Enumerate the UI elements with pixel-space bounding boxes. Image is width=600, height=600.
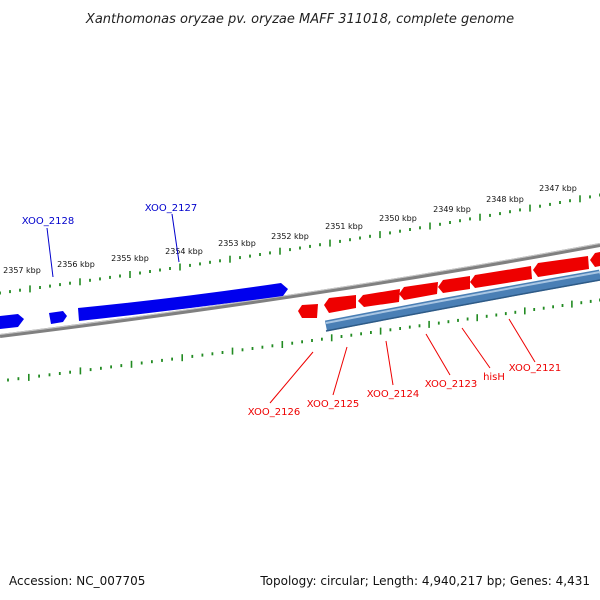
ruler-label: 2350 kbp (379, 214, 417, 223)
ruler-label: 2353 kbp (218, 239, 256, 248)
forward-gene-arrow[interactable] (49, 311, 67, 324)
forward-gene-arrow[interactable] (78, 283, 288, 321)
gene-leader-line (332, 346, 348, 396)
gene-label[interactable]: XOO_2125 (307, 399, 359, 410)
cds-track-highlight (325, 271, 600, 324)
reverse-gene-arrow[interactable] (438, 276, 470, 293)
reverse-gene-arrow[interactable] (590, 252, 600, 267)
gene-leader-line (425, 333, 451, 376)
topology-text: Topology: circular; Length: 4,940,217 bp… (260, 574, 590, 588)
gene-leader-line (385, 340, 394, 386)
gene-label[interactable]: XOO_2128 (22, 216, 74, 227)
reverse-gene-arrow[interactable] (533, 256, 589, 277)
gene-leader-line (461, 327, 491, 369)
forward-gene-arrow[interactable] (0, 314, 24, 329)
gene-label[interactable]: hisH (483, 372, 505, 383)
inner-ruler (7, 298, 600, 382)
gene-label[interactable]: XOO_2124 (367, 389, 419, 400)
genome-title: Xanthomonas oryzae pv. oryzae MAFF 31101… (85, 12, 514, 27)
reverse-gene-arrow[interactable] (399, 282, 438, 300)
ruler-label: 2347 kbp (539, 184, 577, 193)
genome-backbone (0, 243, 600, 338)
reverse-gene-arrow[interactable] (358, 289, 400, 307)
outer-ruler (0, 193, 600, 295)
gene-label[interactable]: XOO_2126 (248, 407, 300, 418)
gene-leader-line (171, 213, 180, 263)
ruler-label: 2356 kbp (57, 260, 95, 269)
ruler-label: 2351 kbp (325, 222, 363, 231)
ruler-labels: 2347 kbp 2348 kbp 2349 kbp 2350 kbp 2351 kbp… (3, 184, 577, 275)
gene-leader-line (269, 351, 314, 404)
ruler-label: 2352 kbp (271, 232, 309, 241)
cds-track[interactable] (324, 269, 600, 332)
ruler-label: 2348 kbp (486, 195, 524, 204)
reverse-gene-arrow[interactable] (298, 304, 318, 318)
reverse-gene-arrow[interactable] (470, 266, 532, 288)
ruler-label: 2355 kbp (111, 254, 149, 263)
accession-text: Accession: NC_007705 (9, 574, 146, 588)
genome-backbone-highlight (0, 243, 600, 335)
ruler-label: 2349 kbp (433, 205, 471, 214)
gene-label[interactable]: XOO_2121 (509, 363, 561, 374)
gene-leader-line (46, 227, 54, 278)
gene-leader-line (508, 318, 536, 363)
cds-track-shadow (325, 279, 600, 332)
ruler-label: 2354 kbp (165, 247, 203, 256)
gene-label[interactable]: XOO_2123 (425, 379, 477, 390)
gene-label[interactable]: XOO_2127 (145, 203, 197, 214)
ruler-label: 2357 kbp (3, 266, 41, 275)
reverse-gene-arrow[interactable] (324, 295, 356, 313)
